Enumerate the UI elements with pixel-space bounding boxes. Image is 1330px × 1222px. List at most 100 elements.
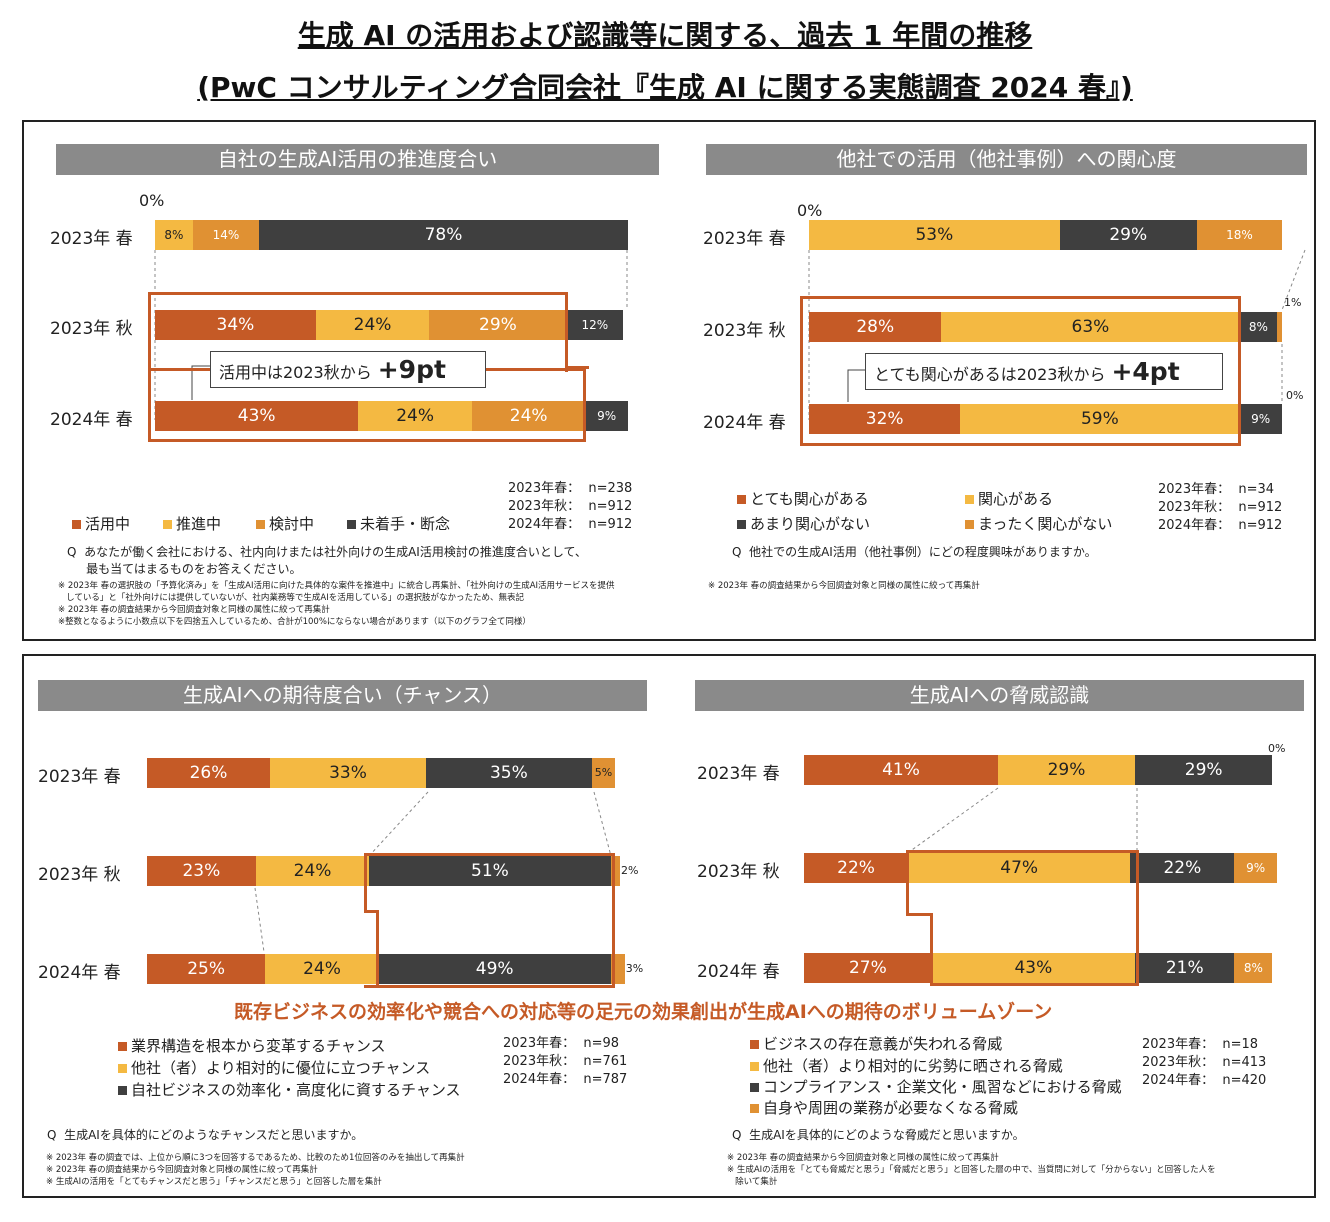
bar-segment	[259, 220, 628, 250]
bar-segment	[265, 954, 379, 984]
data-label: 53%	[915, 225, 954, 245]
panel2-callout: とても関心があるは2023秋から +4pt	[865, 353, 1223, 390]
panel3-legend-3: 自社ビジネスの効率化・高度化に資するチャンス	[118, 1079, 461, 1100]
panel2-legend-not-very: あまり関心がない	[737, 513, 870, 534]
category-label: 2024年 春	[50, 410, 133, 430]
data-label: 5%	[594, 766, 613, 779]
bar-segment	[1059, 220, 1197, 250]
data-label: 35%	[489, 763, 528, 783]
bar-segment	[809, 404, 961, 434]
panel4-question: Q 生成AIを具体的にどのような脅威だと思いますか。	[732, 1128, 1025, 1142]
data-label: 27%	[848, 958, 887, 978]
panel3-notes: ※ 2023年 春の調査では、上位から順に3つを回答するであるため、比較のため1…	[46, 1153, 465, 1187]
data-label: 9%	[1251, 412, 1271, 426]
panel1-legend-promoting: 推進中	[163, 513, 221, 534]
panel1-question: Q あなたが働く会社における、社内向けまたは社外向けの生成AI活用検討の推進度合…	[67, 545, 587, 576]
bar-segment	[471, 401, 586, 431]
data-label: 22%	[837, 858, 875, 878]
data-label: 43%	[237, 406, 276, 426]
category-label: 2023年 春	[38, 767, 121, 787]
bar-segment	[1196, 220, 1282, 250]
bar-segment	[610, 856, 620, 886]
panel3-legend-2: 他社（者）より相対的に優位に立つチャンス	[118, 1057, 430, 1078]
panel3-highlight	[364, 853, 615, 988]
category-label: 2023年 春	[697, 764, 780, 784]
bar-segment	[147, 758, 270, 788]
bar-segment	[804, 755, 998, 785]
bar-segment	[369, 856, 611, 886]
bar-segment	[1234, 953, 1273, 983]
panel2-notes: ※ 2023年 春の調査結果から今回調査対象と同様の属性に絞って再集計	[708, 581, 980, 591]
data-label: 18%	[1226, 228, 1253, 242]
panel4-sample-sizes: 2023年春： n=18 2023年秋： n=413 2024年春： n=420	[1142, 1037, 1267, 1088]
bottom-frame	[22, 654, 1316, 1198]
data-label: 32%	[865, 409, 904, 429]
bar-segment	[192, 220, 260, 250]
bar-segment	[1130, 853, 1235, 883]
bar-segment	[908, 853, 1131, 883]
category-label: 2023年 秋	[697, 862, 780, 882]
data-label: 23%	[182, 861, 221, 881]
bar-segment	[1135, 755, 1273, 785]
volume-zone-banner: 既存ビジネスの効率化や競合への対応等の足元の効果創出が生成AIへの期待のボリュー…	[234, 1001, 1053, 1023]
data-label: 33%	[329, 763, 367, 783]
bar-segment	[315, 310, 430, 340]
data-label: 8%	[1248, 320, 1268, 334]
panel1-header: 自社の生成AI活用の推進度合い	[56, 144, 659, 175]
data-label: 26%	[189, 763, 228, 783]
data-label: 43%	[1014, 958, 1053, 978]
panel4-side-label: 0%	[1268, 742, 1286, 755]
bar-segment	[147, 954, 266, 984]
panel4-legend-1: ビジネスの存在意義が失われる脅威	[750, 1033, 1002, 1054]
bar-segment	[147, 856, 256, 886]
category-label: 2024年 春	[697, 962, 780, 982]
data-label: 14%	[212, 228, 240, 242]
bar-segment	[804, 853, 909, 883]
data-label: 41%	[882, 760, 920, 780]
panel2-callout-text: とても関心があるは2023秋から	[874, 365, 1106, 384]
panel3-sample-sizes: 2023年春： n=98 2023年秋： n=761 2024年春： n=787	[503, 1036, 628, 1087]
data-label: 24%	[509, 406, 548, 426]
bar-segment	[1239, 404, 1282, 434]
data-label: 51%	[471, 861, 509, 881]
bar-segment	[809, 312, 942, 342]
bar-segment	[378, 954, 611, 984]
data-label: 78%	[424, 225, 463, 245]
panel1-zero-label: 0%	[139, 191, 165, 210]
data-label: 49%	[475, 959, 514, 979]
panel2-legend-very-interested: とても関心がある	[737, 488, 869, 509]
page-subtitle: (PwC コンサルティング合同会社『生成 AI に関する実態調査 2024 春』…	[197, 71, 1133, 104]
bar-segment	[960, 404, 1240, 434]
data-label: 28%	[856, 317, 895, 337]
data-label: 8%	[1243, 961, 1263, 975]
data-label: 24%	[353, 315, 392, 335]
bar-segment	[941, 312, 1240, 342]
panel2-legend-not-at-all: まったく関心がない	[965, 513, 1112, 534]
category-label: 2023年 秋	[38, 865, 121, 885]
data-label: 24%	[303, 959, 341, 979]
category-label: 2023年 秋	[703, 321, 786, 341]
category-label: 2024年 春	[703, 413, 786, 433]
panel3-header: 生成AIへの期待度合い（チャンス）	[38, 680, 647, 711]
panel1-callout-value: +9pt	[377, 355, 446, 384]
bar-segment	[426, 758, 592, 788]
data-label: 29%	[1184, 760, 1223, 780]
category-label: 2023年 春	[50, 229, 133, 249]
panel1-notes: ※ 2023年 春の選択肢の「予算化済み」を「生成AI活用に向けた具体的な案件を…	[58, 581, 615, 627]
data-label: 29%	[1109, 225, 1148, 245]
data-label: 59%	[1080, 409, 1119, 429]
bar-segment	[358, 401, 472, 431]
panel2-side-label-1: 1%	[1284, 296, 1302, 309]
panel2-question: Q 他社での生成AI活用（他社事例）にどの程度興味がありますか。	[732, 545, 1097, 559]
data-label: 8%	[164, 228, 184, 242]
panel1-sample-sizes: 2023年春： n=238 2023年秋： n=912 2024年春： n=91…	[508, 481, 633, 532]
panel4-header: 生成AIへの脅威認識	[695, 680, 1304, 711]
panel2-highlight	[800, 296, 1241, 446]
data-label: 9%	[1246, 861, 1266, 875]
panel4-legend-4: 自身や周囲の業務が必要なくなる脅威	[750, 1097, 1018, 1118]
bar-segment	[566, 310, 624, 340]
bar-segment	[585, 401, 628, 431]
panel4-highlight	[906, 850, 1139, 853]
bar-segment	[804, 953, 932, 983]
bar-segment	[1135, 953, 1235, 983]
